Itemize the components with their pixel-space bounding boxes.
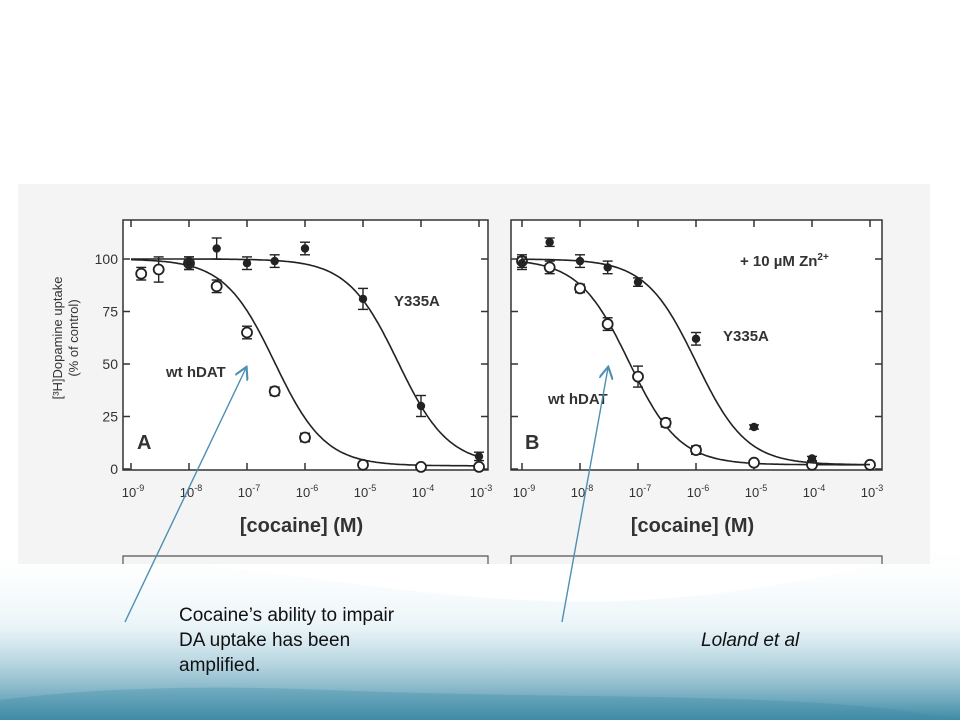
x-tick-label: 10-8 (571, 483, 593, 500)
caption-line: DA uptake has been (179, 630, 351, 651)
next-panel-frame (122, 555, 489, 564)
data-point (210, 280, 223, 293)
y-tick-label: 25 (102, 409, 118, 425)
x-tick-label: 10-3 (470, 483, 492, 500)
data-point (748, 456, 760, 469)
y-tick-label: 100 (95, 251, 119, 267)
panel-label: B (525, 432, 539, 454)
y-axis-label-units: (% of control) (66, 299, 81, 376)
annotation-arrow-a (124, 368, 246, 623)
x-tick-label: 10-6 (296, 483, 318, 500)
chart-panel-b: 10-9 10-8 10-7 10-6 10-5 10-4 10-3 [cocaine] (M… (510, 219, 883, 564)
data-point (300, 244, 310, 253)
data-point (241, 326, 253, 339)
y-axis-label: [³H]Dopamine uptake (50, 277, 65, 400)
x-tick-label: 10-4 (412, 483, 434, 500)
series-label: wt hDAT (165, 364, 226, 381)
caption: Cocaine’s ability to impair DA uptake ha… (179, 603, 469, 678)
data-point (135, 267, 148, 280)
data-point (659, 416, 672, 429)
panel-label: A (137, 432, 151, 454)
data-point (601, 318, 614, 331)
data-point (242, 259, 252, 268)
data-point (357, 458, 369, 471)
data-point (545, 238, 554, 247)
x-tick-label: 10-9 (513, 483, 535, 500)
series-label: Y335A (394, 293, 440, 310)
slide-wave-highlight (0, 545, 960, 720)
data-point (633, 277, 643, 287)
data-point (691, 334, 701, 343)
data-point (474, 452, 484, 461)
data-point (574, 282, 586, 295)
y-tick-label: 0 (110, 461, 118, 477)
y-tick-label: 50 (102, 356, 118, 372)
series-y335a: Y335A (131, 237, 484, 462)
data-point (270, 256, 279, 266)
x-tick-label: 10-6 (687, 483, 709, 500)
data-point (807, 454, 817, 463)
data-point (152, 263, 165, 276)
x-axis-label: [cocaine] (M) (240, 515, 363, 537)
data-point (632, 370, 644, 383)
data-point (212, 244, 221, 253)
x-tick-label: 10-9 (122, 483, 144, 500)
x-tick-label: 10-7 (238, 483, 260, 500)
series-label: wt hDAT (547, 391, 608, 408)
citation: Loland et al (701, 630, 800, 651)
data-point (416, 401, 426, 411)
chart-panel-a: 025507510010-910-810-710-610-510-410-3[c… (50, 219, 492, 564)
data-point (543, 261, 556, 274)
data-point (517, 259, 527, 268)
x-tick-label: 10-7 (629, 483, 651, 500)
series-y335a: Y335A (517, 237, 870, 466)
x-tick-label: 10-5 (745, 483, 767, 500)
data-point (749, 422, 759, 432)
y-tick-label: 75 (102, 304, 118, 320)
next-panel-frame (510, 555, 883, 564)
data-point (358, 294, 368, 304)
panel-annotation: + 10 µM Zn2+ (740, 252, 829, 270)
x-tick-label: 10-3 (861, 483, 883, 500)
caption-line: amplified. (179, 655, 261, 676)
data-point (575, 256, 585, 266)
data-point (184, 259, 194, 268)
data-point (473, 460, 485, 473)
annotation-arrow-b (561, 368, 608, 623)
data-point (415, 460, 427, 473)
x-axis-label: [cocaine] (M) (631, 515, 754, 537)
x-tick-label: 10-4 (803, 483, 825, 500)
x-tick-label: 10-5 (354, 483, 376, 500)
series-wt-hdat: wt hDAT (131, 256, 485, 473)
data-point (690, 444, 702, 457)
series-label: Y335A (723, 328, 769, 345)
data-point (268, 385, 281, 398)
caption-line: Cocaine’s ability to impair (179, 605, 395, 626)
data-point (299, 431, 311, 444)
data-point (603, 263, 612, 272)
